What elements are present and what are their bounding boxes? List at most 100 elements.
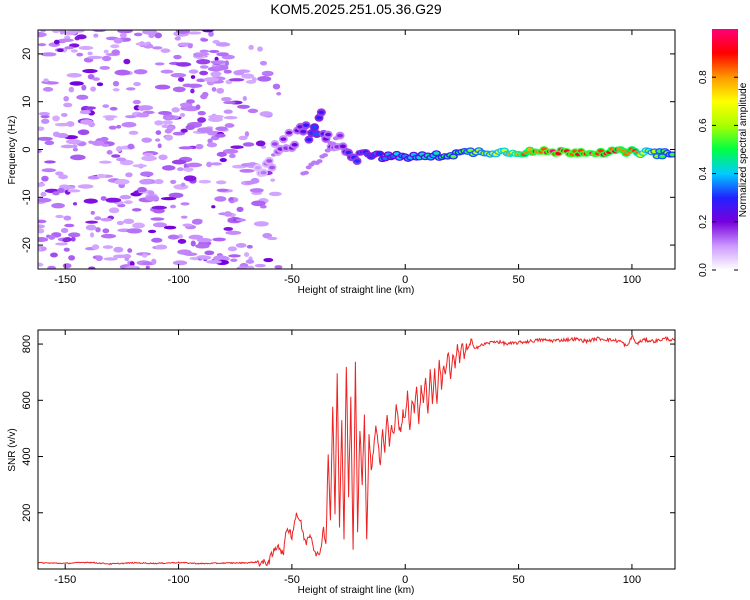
spectrogram-blob bbox=[117, 30, 133, 34]
spectrogram-blob bbox=[127, 248, 133, 253]
spectrogram-blob bbox=[84, 106, 96, 110]
spectrogram-blob bbox=[211, 87, 217, 92]
spectrogram-blob bbox=[168, 192, 184, 199]
spectrogram-blob bbox=[171, 107, 180, 113]
spectrogram-blob bbox=[167, 234, 180, 240]
spectrogram-blob bbox=[202, 30, 214, 33]
spectrogram-blob bbox=[154, 138, 161, 142]
spectrogram-blob bbox=[223, 226, 234, 231]
spectrogram-branch-cell bbox=[321, 153, 328, 158]
spectrogram-blob bbox=[200, 38, 209, 42]
spectrogram-blob bbox=[158, 154, 168, 161]
spectrogram-trace-cell bbox=[280, 137, 287, 141]
spectrogram-blob bbox=[125, 37, 131, 42]
spectrogram-blob bbox=[157, 143, 162, 149]
x-tick-label: -50 bbox=[284, 274, 300, 286]
spectrogram-blob bbox=[47, 265, 56, 269]
spectrogram-blob bbox=[183, 105, 199, 112]
x-tick-label: 50 bbox=[512, 574, 524, 586]
x-tick-label: -150 bbox=[54, 574, 76, 586]
colorbar-bar bbox=[712, 29, 738, 270]
spectrogram-blob bbox=[64, 46, 75, 50]
x-tick-label: -100 bbox=[168, 574, 190, 586]
spectrogram-blob bbox=[119, 159, 134, 166]
colorbar: 0.0 0.2 0.4 0.6 0.8 Normalized spectral ampl… bbox=[698, 29, 749, 277]
spectrogram-blob bbox=[197, 111, 206, 116]
spectrogram-blob bbox=[188, 234, 204, 240]
spectrogram-blob bbox=[41, 168, 56, 173]
spectrogram-blob bbox=[38, 149, 42, 154]
spectrogram-blob bbox=[154, 32, 162, 39]
spectrogram-blob bbox=[253, 221, 269, 227]
spectrogram-blob bbox=[244, 131, 250, 137]
spectrogram-blob bbox=[113, 37, 123, 44]
spectrogram-blob bbox=[216, 188, 229, 192]
spectrogram-blob bbox=[201, 91, 209, 98]
spectrogram-trace-cell bbox=[269, 165, 276, 170]
spectrogram-blob bbox=[106, 150, 113, 155]
spectrogram-blob bbox=[123, 58, 131, 65]
spectrogram-blob bbox=[53, 39, 60, 45]
spectrogram-blob bbox=[132, 99, 141, 105]
spectrogram-blob bbox=[246, 265, 255, 269]
y-tick-label: -10 bbox=[21, 189, 33, 205]
spectrogram-blob bbox=[102, 245, 114, 249]
spectrogram-blob bbox=[162, 120, 173, 125]
spectrogram-blob bbox=[180, 182, 186, 187]
spectrogram-blob bbox=[88, 140, 94, 144]
spectrogram-blob bbox=[214, 56, 219, 62]
spectrogram-blob bbox=[125, 172, 133, 178]
spectrogram-blob bbox=[180, 202, 190, 206]
snr-series-line bbox=[38, 334, 675, 568]
spectrogram-blob bbox=[160, 69, 174, 74]
spectrogram-blob bbox=[238, 135, 248, 141]
spectrogram-blob bbox=[38, 228, 45, 234]
spectrogram-blob bbox=[140, 171, 154, 177]
spectrogram-blob bbox=[170, 72, 187, 78]
spectrogram-blob bbox=[77, 184, 94, 189]
spectrogram-blob bbox=[272, 83, 281, 90]
spectrogram-blob bbox=[141, 253, 148, 258]
spectrogram-blob bbox=[62, 263, 72, 269]
spectrogram-blob bbox=[154, 179, 164, 185]
spectrogram-branch-cell bbox=[324, 148, 331, 153]
spectrogram-blob bbox=[98, 160, 112, 164]
spectrogram-blob bbox=[145, 195, 160, 202]
spectrogram-blob bbox=[51, 30, 61, 34]
spectrogram-blob bbox=[183, 167, 194, 172]
spectrogram-blob bbox=[274, 265, 283, 269]
spectrogram-blob bbox=[183, 175, 197, 182]
spectrogram-blob bbox=[63, 247, 70, 252]
spectrogram-blob bbox=[108, 207, 120, 214]
spectrogram-blob bbox=[170, 204, 177, 209]
spectrogram-blob bbox=[210, 60, 227, 65]
y-tick-label: 20 bbox=[21, 48, 33, 60]
spectrogram-blob bbox=[207, 138, 213, 144]
spectrogram-blob bbox=[182, 223, 193, 227]
spectrogram-x-label: Height of straight line (km) bbox=[298, 285, 415, 296]
spectrogram-blob bbox=[57, 187, 65, 194]
spectrogram-blob bbox=[177, 238, 187, 244]
snr-x-ticks: -150 -100 -50 0 50 100 bbox=[54, 330, 641, 586]
y-tick-label: 10 bbox=[21, 96, 33, 108]
spectrogram-blob bbox=[60, 144, 75, 149]
spectrogram-blob bbox=[133, 81, 141, 87]
spectrogram-blob bbox=[270, 178, 276, 182]
spectrogram-trace-cell bbox=[376, 151, 383, 156]
spectrogram-blob bbox=[99, 65, 111, 70]
spectrogram-blob bbox=[40, 191, 47, 197]
spectrogram-blob bbox=[171, 159, 187, 165]
spectrogram-blob bbox=[186, 99, 195, 104]
spectrogram-blob bbox=[126, 228, 143, 234]
spectrogram-blob bbox=[82, 69, 98, 74]
spectrogram-blob bbox=[102, 115, 118, 119]
y-tick-label: 600 bbox=[21, 391, 33, 409]
spectrogram-blob bbox=[195, 143, 204, 150]
spectrogram-blob bbox=[113, 254, 129, 259]
spectrogram-blob bbox=[239, 168, 255, 173]
spectrogram-blob bbox=[55, 214, 64, 219]
spectrogram-trace-cell bbox=[433, 151, 440, 155]
spectrogram-blob bbox=[246, 244, 253, 249]
x-tick-label: 50 bbox=[512, 274, 524, 286]
spectrogram-blob bbox=[223, 101, 236, 105]
